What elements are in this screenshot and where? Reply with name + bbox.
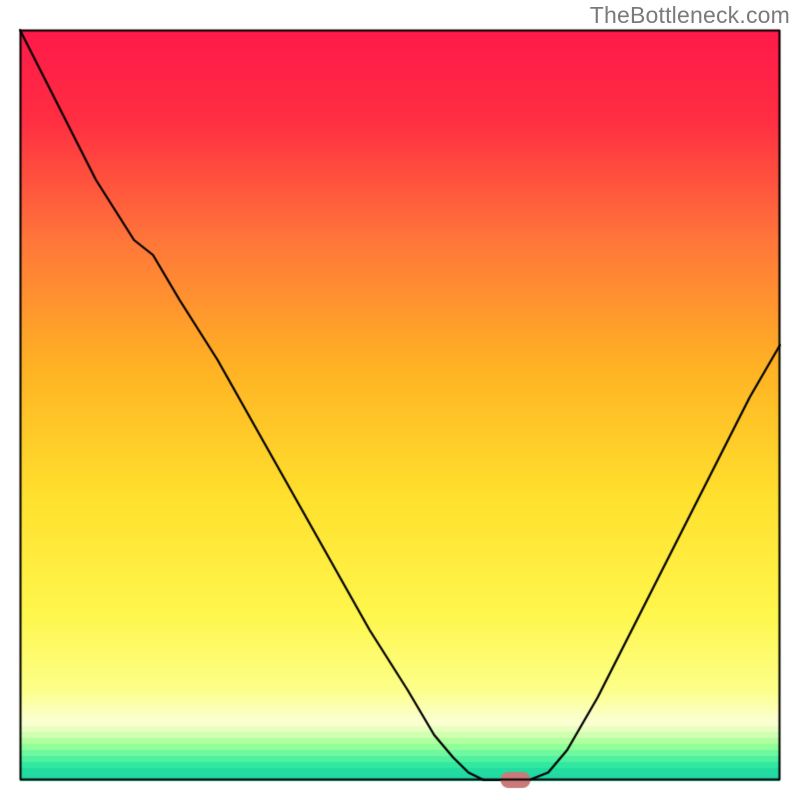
curve-canvas <box>0 0 800 800</box>
chart-container: TheBottleneck.com <box>0 0 800 800</box>
watermark-text: TheBottleneck.com <box>590 2 790 29</box>
